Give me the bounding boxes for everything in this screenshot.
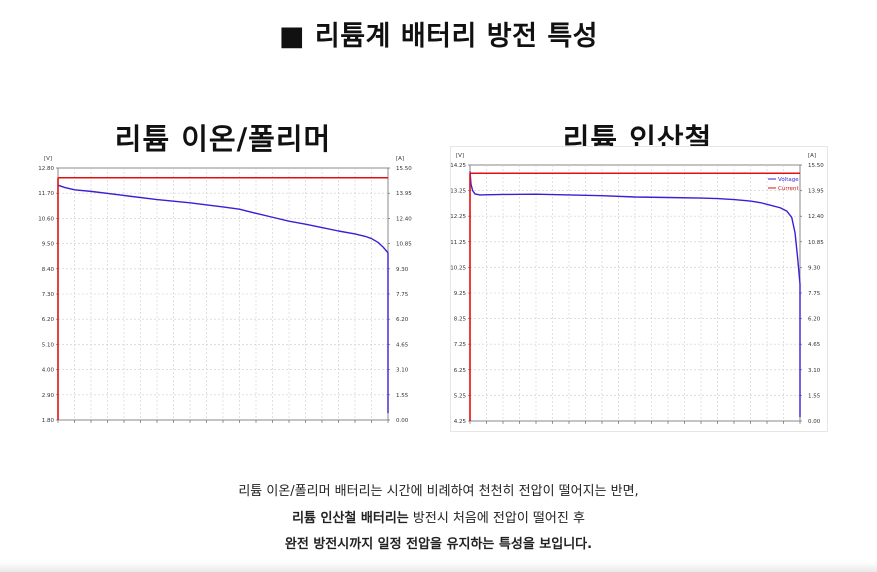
legend-label: Current bbox=[778, 186, 800, 192]
right-tick-label: 4.65 bbox=[396, 342, 409, 348]
caption-text-2: 방전시 처음에 전압이 떨어진 후 bbox=[408, 511, 585, 526]
left-tick-label: 10.60 bbox=[38, 216, 54, 222]
right-tick-label: 3.10 bbox=[808, 368, 821, 374]
bottom-shade bbox=[0, 562, 877, 572]
right-tick-label: 0.00 bbox=[396, 418, 409, 424]
right-unit-label: [A] bbox=[396, 156, 404, 162]
chart-lifepo4-discharge: 14.25 15.50 13.25 13.95 12.25 12.40 11.25 10.85… bbox=[450, 146, 828, 432]
left-tick-label: 12.25 bbox=[450, 214, 466, 220]
right-tick-label: 6.20 bbox=[808, 317, 821, 323]
right-tick-label: 13.95 bbox=[808, 189, 824, 195]
chart-li-ion-discharge: 12.80 15.50 11.70 13.95 10.60 12.40 9.50 10.85 8… bbox=[38, 156, 412, 424]
left-tick-label: 12.80 bbox=[38, 166, 54, 172]
right-tick-label: 3.10 bbox=[396, 368, 409, 374]
caption-line-2: 리튬 인산철 배터리는 방전시 처음에 전압이 떨어진 후 bbox=[0, 507, 877, 526]
caption-line-3: 완전 방전시까지 일정 전압을 유지하는 특성을 보입니다. bbox=[0, 533, 877, 552]
right-tick-label: 13.95 bbox=[396, 191, 412, 197]
left-tick-label: 11.70 bbox=[38, 191, 54, 197]
right-tick-label: 1.55 bbox=[396, 393, 409, 399]
right-tick-label: 15.50 bbox=[396, 166, 412, 172]
left-unit-label: [V] bbox=[44, 156, 52, 162]
right-tick-label: 7.75 bbox=[808, 291, 821, 297]
left-tick-label: 9.25 bbox=[454, 291, 467, 297]
right-tick-label: 10.85 bbox=[808, 240, 824, 246]
right-tick-label: 1.55 bbox=[808, 393, 821, 399]
right-tick-label: 9.30 bbox=[396, 267, 409, 273]
left-tick-label: 5.25 bbox=[454, 393, 467, 399]
left-tick-label: 4.00 bbox=[42, 368, 55, 374]
right-tick-label: 10.85 bbox=[396, 242, 412, 248]
right-tick-label: 7.75 bbox=[396, 292, 409, 298]
page-title: ■ 리튬계 배터리 방전 특성 bbox=[278, 21, 598, 52]
caption-text-1: 리튬 이온/폴리머 배터리는 시간에 비례하여 천천히 전압이 떨어지는 반면, bbox=[238, 484, 639, 499]
right-tick-label: 6.20 bbox=[396, 317, 409, 323]
voltage-series-line bbox=[469, 171, 801, 285]
right-unit-label: [A] bbox=[808, 153, 816, 159]
right-tick-label: 15.50 bbox=[808, 163, 824, 169]
right-tick-label: 12.40 bbox=[396, 216, 412, 222]
voltage-series-line bbox=[57, 184, 389, 254]
right-tick-label: 9.30 bbox=[808, 265, 821, 271]
left-tick-label: 14.25 bbox=[450, 163, 466, 169]
right-tick-label: 4.65 bbox=[808, 342, 821, 348]
left-tick-label: 11.25 bbox=[450, 240, 466, 246]
left-tick-label: 4.25 bbox=[454, 419, 467, 425]
caption-emphasis: 리튬 인산철 배터리는 bbox=[292, 511, 409, 526]
legend-label: Voltage bbox=[778, 177, 799, 183]
caption-line-1: 리튬 이온/폴리머 배터리는 시간에 비례하여 천천히 전압이 떨어지는 반면, bbox=[0, 480, 877, 499]
left-tick-label: 7.30 bbox=[42, 292, 55, 298]
left-tick-label: 8.25 bbox=[454, 317, 467, 323]
left-tick-label: 8.40 bbox=[42, 267, 55, 273]
left-unit-label: [V] bbox=[456, 153, 464, 159]
right-tick-label: 12.40 bbox=[808, 214, 824, 220]
left-tick-label: 1.80 bbox=[42, 418, 55, 424]
left-tick-label: 10.25 bbox=[450, 265, 466, 271]
left-tick-label: 6.25 bbox=[454, 368, 467, 374]
left-tick-label: 13.25 bbox=[450, 189, 466, 195]
left-tick-label: 6.20 bbox=[42, 317, 55, 323]
left-tick-label: 7.25 bbox=[454, 342, 467, 348]
right-tick-label: 0.00 bbox=[808, 419, 821, 425]
chart-heading-li-ion: 리튬 이온/폴리머 bbox=[114, 122, 332, 156]
caption-text-3: 완전 방전시까지 일정 전압을 유지하는 특성을 보입니다. bbox=[284, 537, 593, 552]
left-tick-label: 5.10 bbox=[42, 342, 55, 348]
left-tick-label: 2.90 bbox=[42, 393, 55, 399]
left-tick-label: 9.50 bbox=[42, 242, 55, 248]
